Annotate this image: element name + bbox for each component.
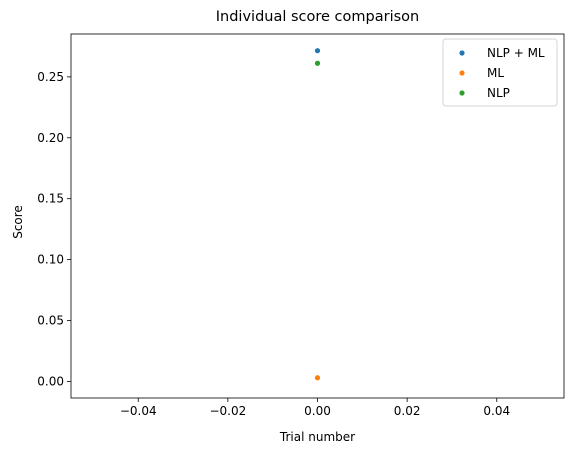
legend-marker xyxy=(459,70,465,76)
legend-box xyxy=(442,38,558,107)
legend-marker xyxy=(459,50,465,56)
legend-marker xyxy=(459,90,465,96)
plot-frame xyxy=(70,33,565,399)
y-tick-label: 0.05 xyxy=(37,314,64,328)
legend-entry-label: ML xyxy=(487,66,504,80)
x-tick-label: 0.02 xyxy=(394,404,421,418)
x-tick-label: −0.04 xyxy=(120,404,157,418)
x-tick-label: −0.02 xyxy=(209,404,246,418)
legend-entry-label: NLP xyxy=(487,86,510,100)
y-tick-label: 0.15 xyxy=(37,192,64,206)
x-axis-label: Trial number xyxy=(279,430,355,444)
x-tick-label: 0.04 xyxy=(483,404,510,418)
data-point-series-2 xyxy=(314,60,321,66)
data-point-series-0 xyxy=(314,48,321,54)
y-axis-ticks: 0.00 0.05 0.10 0.15 0.20 0.25 xyxy=(37,70,71,388)
legend-entry-label: NLP + ML xyxy=(487,46,545,60)
y-axis-label: Score xyxy=(11,205,25,239)
legend: NLP + ML ML NLP xyxy=(442,38,558,107)
x-tick-label: 0.00 xyxy=(304,404,331,418)
data-point-series-1 xyxy=(314,375,321,381)
y-tick-label: 0.25 xyxy=(37,70,64,84)
y-tick-label: 0.20 xyxy=(37,131,64,145)
y-tick-label: 0.00 xyxy=(37,374,64,388)
chart-title: Individual score comparison xyxy=(216,9,419,25)
y-tick-label: 0.10 xyxy=(37,253,64,267)
data-points xyxy=(314,48,321,381)
x-axis-ticks: −0.04 −0.02 0.00 0.02 0.04 xyxy=(120,398,510,418)
